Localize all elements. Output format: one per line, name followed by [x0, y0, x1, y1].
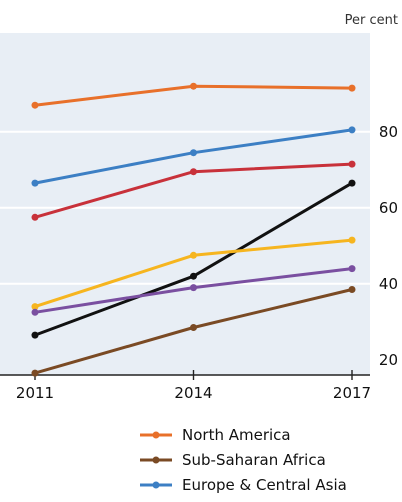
- data-point: [31, 179, 39, 187]
- data-point: [31, 308, 39, 316]
- data-point: [31, 331, 39, 339]
- data-point: [31, 213, 39, 221]
- data-point: [190, 284, 197, 292]
- legend-swatch-point: [152, 481, 160, 489]
- y-tick-label: 80: [379, 123, 398, 141]
- x-tick-label: 2011: [16, 384, 54, 402]
- data-point: [31, 303, 39, 311]
- data-point: [190, 149, 197, 157]
- data-point: [348, 286, 356, 293]
- data-point: [348, 265, 356, 273]
- x-tick-label: 2014: [174, 384, 212, 402]
- legend-label: Sub-Saharan Africa: [182, 451, 326, 469]
- data-point: [348, 84, 356, 92]
- data-point: [190, 272, 197, 280]
- legend: North America Sub-Saharan Africa Europe & …: [140, 426, 347, 494]
- series-lines: [31, 82, 356, 377]
- data-point: [31, 101, 39, 109]
- legend-label: North America: [182, 426, 291, 444]
- y-tick-label: 60: [379, 199, 398, 217]
- y-tick-label: 40: [379, 275, 398, 293]
- data-point: [31, 369, 39, 377]
- data-point: [190, 82, 197, 90]
- x-axis-ticks: 2011 2014 2017: [16, 384, 371, 402]
- legend-swatch-point: [152, 431, 160, 439]
- y-axis-ticks: 20 40 60 80: [379, 123, 398, 369]
- legend-swatch-point: [152, 456, 160, 464]
- data-point: [190, 324, 197, 331]
- y-tick-label: 20: [379, 351, 398, 369]
- data-point: [348, 236, 356, 244]
- data-point: [348, 179, 356, 187]
- data-point: [190, 168, 197, 176]
- x-axis: [0, 370, 370, 380]
- legend-label: Europe & Central Asia: [182, 476, 347, 494]
- x-tick-label: 2017: [333, 384, 371, 402]
- y-unit-label: Per cent: [345, 13, 398, 28]
- data-point: [190, 251, 197, 259]
- data-point: [348, 160, 356, 168]
- plot-background: [0, 33, 370, 375]
- data-point: [348, 126, 356, 134]
